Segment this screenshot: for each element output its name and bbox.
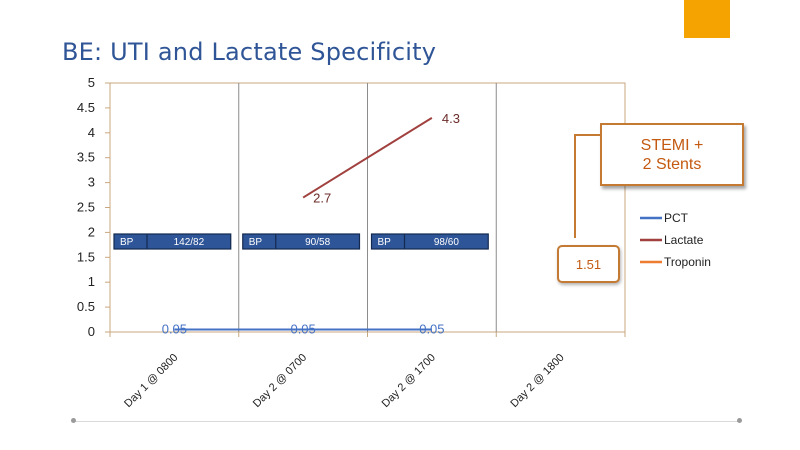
legend-label-pct: PCT bbox=[664, 211, 689, 225]
y-tick-label: 1.5 bbox=[77, 249, 95, 264]
bp-label: BP bbox=[120, 237, 134, 248]
x-tick-label: Day 1 @ 0800 bbox=[122, 352, 180, 410]
y-tick-label: 5 bbox=[88, 75, 95, 90]
troponin-value-label: 1.51 bbox=[557, 245, 620, 283]
bp-label: BP bbox=[378, 237, 392, 248]
data-label-lactate: 4.3 bbox=[442, 111, 460, 126]
bp-value: 142/82 bbox=[174, 237, 205, 248]
bp-bar bbox=[242, 233, 361, 250]
stemi-callout: STEMI + 2 Stents bbox=[600, 123, 744, 186]
y-tick-label: 3.5 bbox=[77, 150, 95, 165]
y-tick-label: 4.5 bbox=[77, 100, 95, 115]
y-tick-label: 3 bbox=[88, 175, 95, 190]
y-tick-label: 4 bbox=[88, 125, 95, 140]
bp-label: BP bbox=[249, 237, 263, 248]
legend-label-troponin: Troponin bbox=[664, 255, 711, 269]
data-label-pct: 0.05 bbox=[419, 322, 444, 337]
bp-value: 98/60 bbox=[434, 237, 459, 248]
accent-square bbox=[684, 0, 730, 38]
y-tick-label: 2 bbox=[88, 224, 95, 239]
bp-bar bbox=[113, 233, 232, 250]
footer-divider bbox=[75, 421, 740, 422]
data-label-pct: 0.05 bbox=[162, 322, 187, 337]
bp-value: 90/58 bbox=[305, 237, 330, 248]
y-tick-label: 2.5 bbox=[77, 200, 95, 215]
y-tick-label: 1 bbox=[88, 274, 95, 289]
x-tick-label: Day 2 @ 0700 bbox=[251, 352, 309, 410]
callout-line-2: 2 Stents bbox=[642, 155, 702, 173]
slide-title: BE: UTI and Lactate Specificity bbox=[62, 38, 437, 66]
y-tick-label: 0.5 bbox=[77, 299, 95, 314]
footer-dot-right bbox=[737, 418, 742, 423]
series-line-lactate bbox=[302, 117, 433, 199]
x-tick-label: Day 2 @ 1800 bbox=[508, 352, 566, 410]
data-label-pct: 0.05 bbox=[290, 322, 315, 337]
x-tick-label: Day 2 @ 1700 bbox=[380, 352, 438, 410]
footer-dot-left bbox=[71, 418, 76, 423]
legend-label-lactate: Lactate bbox=[664, 233, 704, 247]
callout-line-1: STEMI + bbox=[640, 136, 704, 154]
y-tick-label: 0 bbox=[88, 324, 95, 339]
data-label-lactate: 2.7 bbox=[313, 191, 331, 206]
bp-bar bbox=[370, 233, 489, 250]
callout-connector bbox=[574, 134, 600, 238]
